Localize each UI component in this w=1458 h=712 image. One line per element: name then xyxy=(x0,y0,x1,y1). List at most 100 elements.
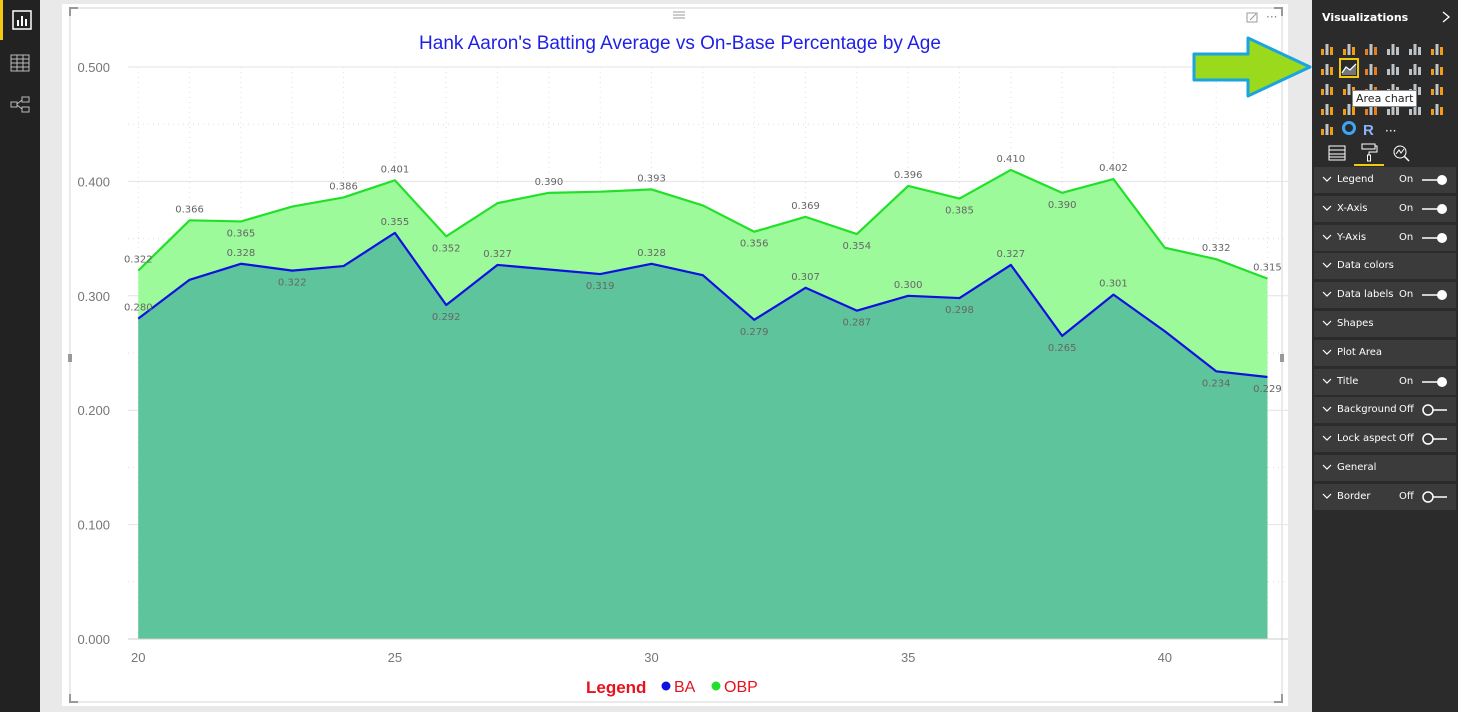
format-card-title[interactable]: Title On xyxy=(1314,368,1456,396)
filled-map-icon[interactable] xyxy=(1363,100,1379,116)
chevron-down-icon xyxy=(1322,435,1332,442)
toggle-off-icon[interactable] xyxy=(1422,433,1448,445)
format-card-label: X-Axis xyxy=(1337,202,1368,214)
funnel-icon[interactable] xyxy=(1319,100,1335,116)
resize-corner-tr[interactable] xyxy=(1274,7,1283,16)
fields-tab[interactable] xyxy=(1322,140,1352,166)
format-card-label: General xyxy=(1337,462,1377,473)
resize-handle-left[interactable] xyxy=(68,354,72,362)
focus-mode-icon[interactable] xyxy=(1246,12,1258,23)
toggle-on-icon[interactable] xyxy=(1422,232,1448,244)
card-icon[interactable] xyxy=(1407,100,1423,116)
donut-ring-icon[interactable] xyxy=(1341,120,1357,136)
chevron-down-icon xyxy=(1322,234,1332,240)
data-label-ba: 0.319 xyxy=(586,281,615,292)
data-label-obp: 0.396 xyxy=(894,170,923,181)
report-view-button[interactable] xyxy=(0,0,40,40)
data-label-ba: 0.328 xyxy=(227,248,256,259)
100-column-icon[interactable] xyxy=(1429,40,1445,56)
r-visual-icon[interactable]: R xyxy=(1363,120,1379,139)
data-label-ba: 0.229 xyxy=(1253,384,1282,395)
y-tick-label: 0.500 xyxy=(77,60,110,75)
data-label-obp: 0.386 xyxy=(329,181,358,192)
y-tick-label: 0.000 xyxy=(77,632,110,647)
legend-item-obp[interactable]: OBP xyxy=(724,679,758,696)
format-card-x-axis[interactable]: X-Axis On xyxy=(1314,195,1456,223)
x-tick-label: 20 xyxy=(131,650,145,665)
more-icon[interactable]: ··· xyxy=(1385,120,1401,138)
toggle-on-icon[interactable] xyxy=(1422,289,1448,301)
format-tab[interactable] xyxy=(1354,140,1384,166)
paint-roller-icon xyxy=(1361,143,1378,162)
data-label-ba: 0.322 xyxy=(278,278,307,289)
data-label-ba: 0.265 xyxy=(1048,343,1077,354)
format-card-plot-area[interactable]: Plot Area xyxy=(1314,339,1456,367)
clustered-column-icon[interactable] xyxy=(1385,40,1401,56)
more-options-button[interactable]: ··· xyxy=(1266,10,1277,24)
gauge-icon[interactable] xyxy=(1385,100,1401,116)
chevron-right-icon[interactable] xyxy=(1440,10,1452,24)
line-clustered-icon[interactable] xyxy=(1407,60,1423,76)
stacked-column-icon[interactable] xyxy=(1341,40,1357,56)
ribbon-icon[interactable] xyxy=(1429,60,1445,76)
toggle-state-label: On xyxy=(1399,174,1414,185)
data-label-obp: 0.356 xyxy=(740,239,769,250)
format-card-shapes[interactable]: Shapes xyxy=(1314,311,1456,338)
format-card-label: Background xyxy=(1337,404,1397,416)
pane-tabs xyxy=(1312,140,1458,166)
format-card-background[interactable]: Background Off xyxy=(1314,397,1456,425)
data-label-ba: 0.300 xyxy=(894,280,923,291)
data-label-ba: 0.279 xyxy=(740,327,769,338)
format-card-legend[interactable]: Legend On xyxy=(1314,167,1456,194)
line-column-icon[interactable] xyxy=(1385,60,1401,76)
slicer-icon[interactable] xyxy=(1319,120,1335,136)
toggle-off-icon[interactable] xyxy=(1422,404,1448,417)
y-tick-label: 0.200 xyxy=(77,403,110,418)
format-card-data-colors[interactable]: Data colors xyxy=(1314,253,1456,281)
matrix-icon[interactable] xyxy=(1429,80,1445,96)
relationships-view-button[interactable] xyxy=(0,85,40,125)
kpi-icon[interactable] xyxy=(1429,100,1445,116)
bar-chart-icon xyxy=(11,10,32,30)
resize-handle-right[interactable] xyxy=(1280,354,1284,362)
toggle-on-icon[interactable] xyxy=(1422,376,1448,388)
area-chart-visual[interactable]: ··· Hank Aaron's Batting Average vs On-B… xyxy=(62,4,1288,706)
toggle-on-icon[interactable] xyxy=(1422,203,1448,215)
format-card-label: Plot Area xyxy=(1337,346,1383,358)
data-label-obp: 0.390 xyxy=(1048,200,1077,211)
area-chart-icon[interactable] xyxy=(1339,58,1359,78)
data-label-layer: 0.322 0.366 0.365 0.386 0.401 0.352 0.390 0.393… xyxy=(124,154,1282,395)
clustered-bar-icon[interactable] xyxy=(1363,40,1379,56)
data-label-ba: 0.298 xyxy=(945,305,974,316)
toggle-state-label: On xyxy=(1399,202,1414,214)
resize-corner-tl[interactable] xyxy=(69,7,78,16)
format-card-data-labels[interactable]: Data labels On xyxy=(1314,282,1456,310)
format-card-y-axis[interactable]: Y-Axis On xyxy=(1314,224,1456,252)
scatter-icon[interactable] xyxy=(1319,80,1335,96)
data-view-button[interactable] xyxy=(0,43,40,83)
y-tick-label: 0.100 xyxy=(77,518,110,533)
legend-item-ba[interactable]: BA xyxy=(674,679,696,696)
data-label-obp: 0.385 xyxy=(945,206,974,217)
100-bar-icon[interactable] xyxy=(1407,40,1423,56)
x-tick-label: 25 xyxy=(388,650,402,665)
line-chart-icon[interactable] xyxy=(1319,60,1335,76)
resize-corner-bl[interactable] xyxy=(69,694,78,703)
left-nav-rail xyxy=(0,0,40,712)
drag-handle-icon[interactable] xyxy=(673,11,685,19)
toggle-on-icon[interactable] xyxy=(1422,174,1448,186)
legend[interactable]: Legend BA OBP xyxy=(586,678,758,697)
toggle-state-label: Off xyxy=(1399,490,1414,502)
fields-icon xyxy=(1328,145,1346,161)
map-icon[interactable] xyxy=(1341,100,1357,116)
format-card-lock-aspect[interactable]: Lock aspect Off xyxy=(1314,426,1456,454)
stacked-bar-icon[interactable] xyxy=(1319,40,1335,56)
analytics-tab[interactable] xyxy=(1386,140,1416,166)
format-card-border[interactable]: Border Off xyxy=(1314,483,1456,511)
toggle-off-icon[interactable] xyxy=(1422,491,1448,503)
format-card-general[interactable]: General xyxy=(1314,455,1456,482)
toggle-state-label: Off xyxy=(1399,433,1414,445)
chart-title: Hank Aaron's Batting Average vs On-Base … xyxy=(419,33,941,54)
stacked-area-icon[interactable] xyxy=(1363,60,1379,76)
resize-corner-br[interactable] xyxy=(1274,694,1283,703)
